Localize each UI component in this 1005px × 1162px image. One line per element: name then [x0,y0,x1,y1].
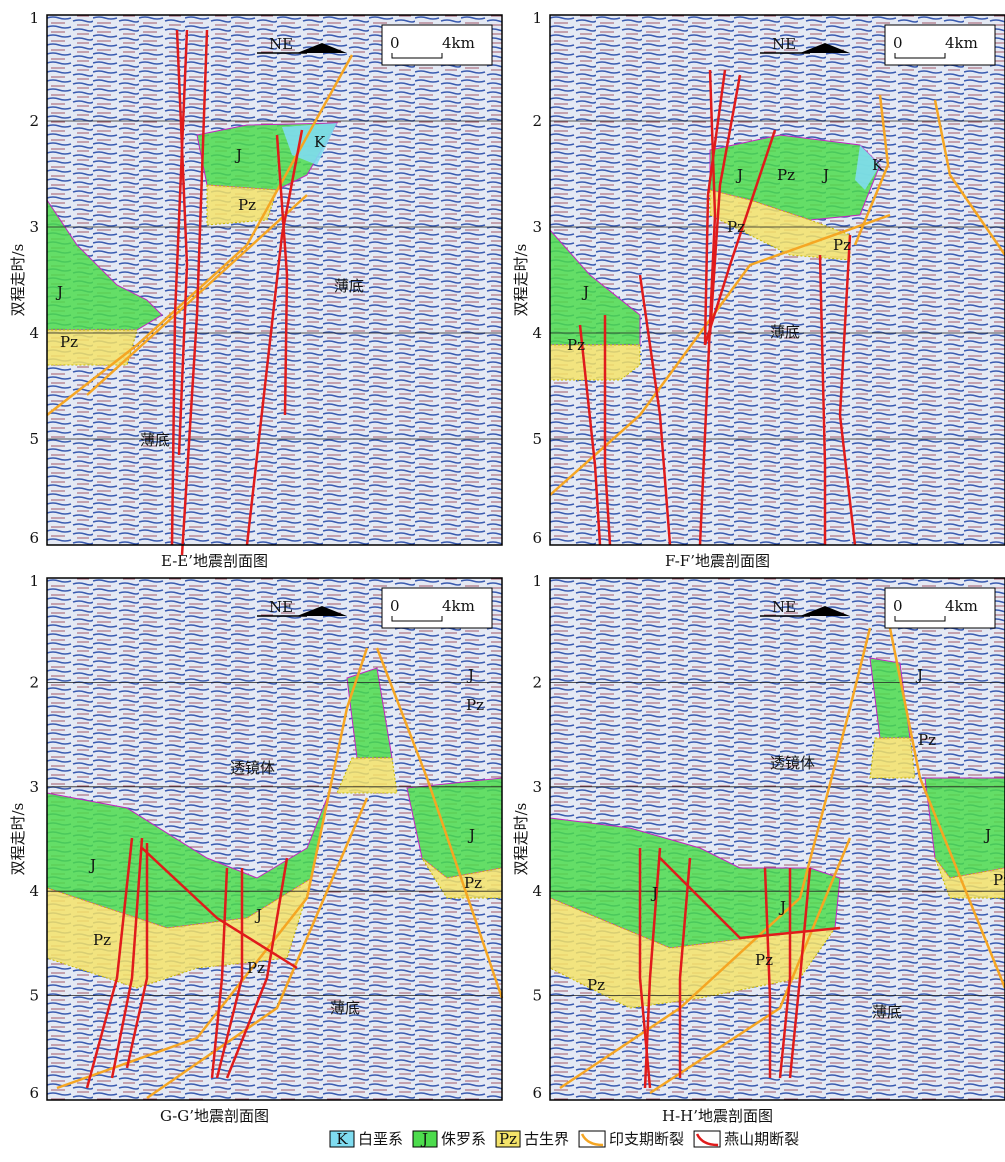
annotation: Pz [993,871,1005,889]
annotation: K [314,133,326,151]
annotation: J [735,166,743,184]
annotation: 薄底 [770,323,800,341]
y-tick-label: 6 [532,529,542,547]
seismic-section [47,15,502,545]
annotation: 薄底 [334,277,364,295]
annotation: Pz [60,333,78,351]
annotation: 透镜体 [230,759,275,777]
compass-label: NE [269,598,293,616]
annotation: Pz [466,696,484,714]
annotation: Pz [587,976,605,994]
annotation: J [650,884,658,902]
legend-label: 白垩系 [358,1130,403,1148]
scale-end: 4km [945,597,978,615]
annotation: Pz [727,218,745,236]
y-tick-label: 1 [532,9,542,27]
annotation: J [983,826,991,844]
legend-symbol: J [420,1130,428,1148]
legend-label: 印支期断裂 [609,1130,684,1148]
panel: 1 2 3 4 5 6 J Pz 透镜体 J Pz J J Pz Pz 薄底 NE 0 4km 双程走时/s H-H’地… [512,572,1005,1125]
y-tick-label: 3 [29,218,39,236]
y-tick-label: 6 [29,529,39,547]
y-tick-label: 4 [29,882,39,900]
seismic-section [550,15,1005,545]
scale-start: 0 [893,34,903,52]
annotation: 薄底 [330,999,360,1017]
y-tick-label: 1 [29,9,39,27]
legend-symbol: Pz [499,1130,517,1148]
y-tick-label: 4 [29,324,39,342]
y-tick-label: 1 [532,572,542,590]
annotation: J [55,283,63,301]
caption: G-G’地震剖面图 [160,1107,269,1125]
scale-end: 4km [442,34,475,52]
panel: 1 2 3 4 5 6 J Pz J K Pz Pz J Pz 薄底 NE 0 4km 双程走时/s F-F’地震剖面… [512,9,1005,570]
y-tick-label: 3 [532,218,542,236]
legend-label: 燕山期断裂 [724,1130,799,1148]
paleozoic-layer [550,345,640,380]
scale-start: 0 [390,34,400,52]
compass-label: NE [772,35,796,53]
annotation: J [88,856,96,874]
annotation: J [234,146,242,164]
annotation: Pz [464,874,482,892]
legend-label: 古生界 [524,1130,569,1148]
annotation: 薄底 [872,1003,902,1021]
y-axis-label: 双程走时/s [9,244,27,317]
y-axis-label: 双程走时/s [9,803,27,876]
paleozoic-layer [870,738,915,778]
y-tick-label: 2 [532,112,542,130]
caption: H-H’地震剖面图 [662,1107,773,1125]
annotation: J [466,666,474,684]
annotation: Pz [567,336,585,354]
annotation: Pz [918,731,936,749]
scale-start: 0 [390,597,400,615]
y-tick-label: 6 [532,1084,542,1102]
annotation: 透镜体 [770,754,815,772]
y-tick-label: 3 [532,778,542,796]
legend-label: 侏罗系 [441,1130,486,1148]
y-tick-label: 1 [29,572,39,590]
scale-start: 0 [893,597,903,615]
y-tick-label: 6 [29,1084,39,1102]
compass-label: NE [772,598,796,616]
annotation: K [872,156,884,174]
caption: F-F’地震剖面图 [665,552,770,570]
y-tick-label: 5 [532,987,542,1005]
annotation: J [821,166,829,184]
y-tick-label: 5 [29,430,39,448]
y-tick-label: 4 [532,882,542,900]
annotation: Pz [247,959,265,977]
annotation: J [581,283,589,301]
annotation: Pz [777,166,795,184]
annotation: Pz [93,931,111,949]
annotation: J [778,898,786,916]
annotation: 薄底 [140,431,170,449]
y-tick-label: 4 [532,324,542,342]
annotation: J [254,906,262,924]
y-tick-label: 5 [29,987,39,1005]
scale-end: 4km [945,34,978,52]
legend-symbol: K [336,1130,348,1148]
annotation: Pz [238,196,256,214]
y-axis-label: 双程走时/s [512,244,530,317]
scale-end: 4km [442,597,475,615]
annotation: J [467,826,475,844]
caption: E-E’地震剖面图 [161,552,268,570]
annotation: Pz [755,951,773,969]
y-tick-label: 5 [532,430,542,448]
annotation: J [915,666,923,684]
compass-label: NE [269,35,293,53]
y-tick-label: 2 [29,673,39,691]
y-tick-label: 2 [532,673,542,691]
y-tick-label: 3 [29,778,39,796]
annotation: Pz [833,236,851,254]
panel: 1 2 3 4 5 6 J Pz 透镜体 J Pz J J Pz Pz 薄底 NE 0 4km 双程走时/s G-G’地… [9,572,502,1125]
y-tick-label: 2 [29,112,39,130]
figure: 123456JPzKJPz薄底薄底NE04km双程走时/sE-E’地震剖面图12… [0,0,1005,1158]
y-axis-label: 双程走时/s [512,803,530,876]
